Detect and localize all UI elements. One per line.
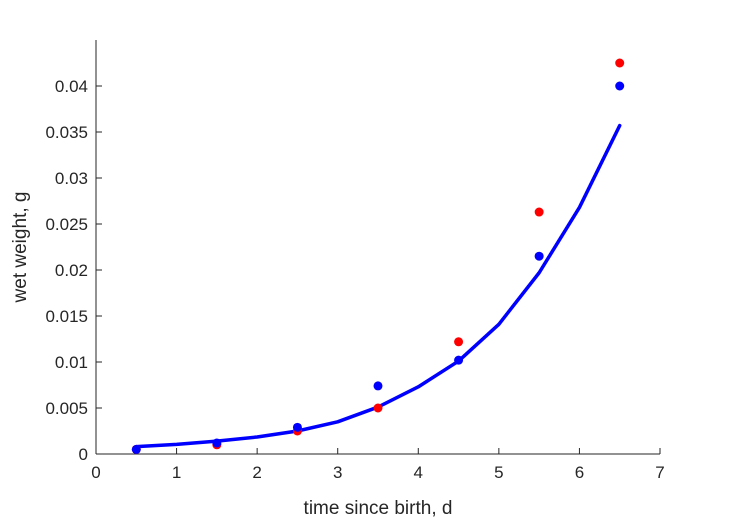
series-layer: [131, 58, 625, 454]
blue-data-point: [292, 422, 302, 432]
blue-data-point: [212, 438, 222, 448]
y-tick-label: 0.005: [45, 399, 88, 418]
x-axis-label: time since birth, d: [304, 498, 453, 519]
y-tick-label: 0.035: [45, 123, 88, 142]
axes: [95, 40, 660, 455]
blue-data-point: [454, 355, 464, 365]
x-tick-label: 5: [494, 463, 503, 482]
red-data-point: [454, 337, 464, 347]
y-axis-label: wet weight, g: [10, 192, 31, 304]
x-tick-label: 6: [575, 463, 584, 482]
x-tick-label: 0: [91, 463, 100, 482]
x-tick-label: 1: [172, 463, 181, 482]
red-data-point: [373, 403, 383, 413]
y-tick-label: 0.015: [45, 307, 88, 326]
blue-data-point: [615, 81, 625, 91]
x-tick-label: 3: [333, 463, 342, 482]
x-tick-label: 4: [414, 463, 423, 482]
x-tick-label: 7: [655, 463, 664, 482]
y-tick-label: 0.01: [55, 353, 88, 372]
x-ticks: 0 1 2 3 4 5 6 7: [91, 448, 665, 482]
red-data-point: [534, 207, 544, 217]
blue-data-point: [373, 381, 383, 391]
y-tick-label: 0.02: [55, 261, 88, 280]
y-tick-label: 0.04: [55, 77, 88, 96]
blue-data-point: [131, 444, 141, 454]
y-tick-label: 0: [79, 445, 88, 464]
y-ticks: 0 0.005 0.01 0.015 0.02 0.025 0.03 0.035 0.04: [45, 77, 102, 464]
red-data-point: [615, 58, 625, 68]
blue-data-point: [534, 251, 544, 261]
y-tick-label: 0.03: [55, 169, 88, 188]
y-tick-label: 0.025: [45, 215, 88, 234]
x-tick-label: 2: [252, 463, 261, 482]
fit-curve-line: [134, 123, 622, 449]
